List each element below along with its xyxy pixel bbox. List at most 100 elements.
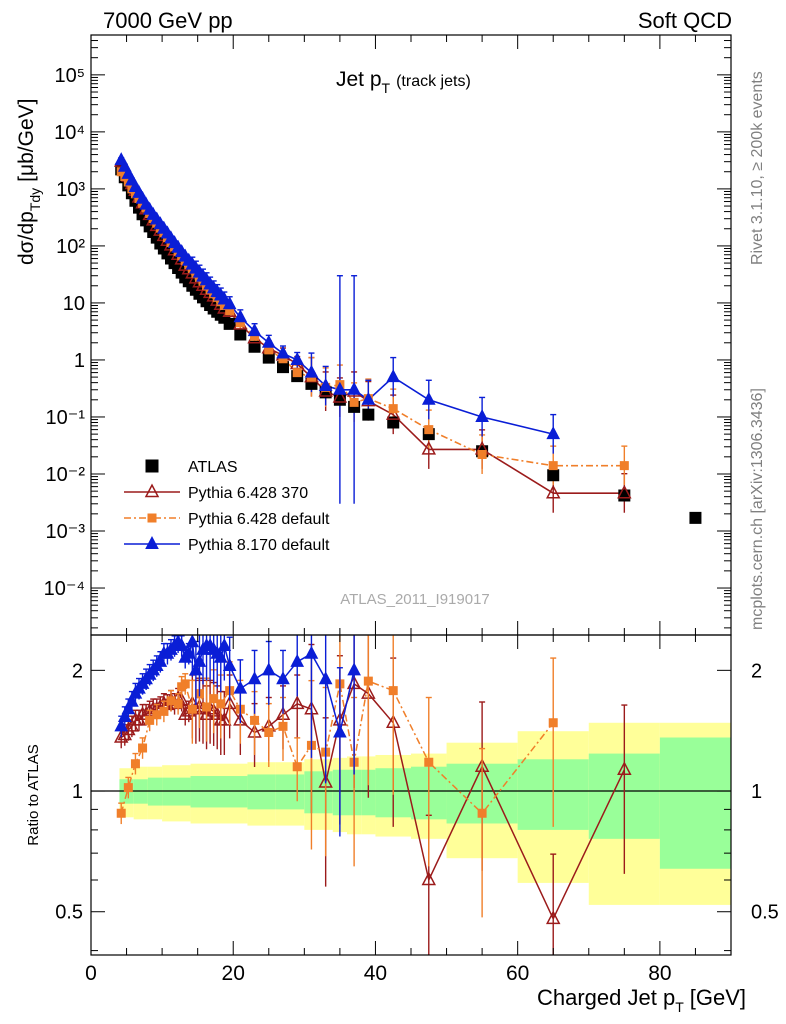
main-ytick-label: 10³ bbox=[56, 179, 85, 201]
main-point bbox=[361, 391, 376, 405]
main-point bbox=[546, 426, 561, 440]
main-ylabel-sub: Tdy bbox=[27, 188, 43, 211]
ratio-point bbox=[113, 728, 129, 743]
uncertainty-band-inner bbox=[304, 771, 333, 814]
ratio-point bbox=[233, 680, 248, 694]
ratio-point bbox=[181, 645, 196, 659]
main-ytick-label: 1 bbox=[74, 350, 85, 372]
main-point bbox=[261, 334, 276, 348]
xtick-label: 0 bbox=[85, 962, 97, 985]
ratio-point bbox=[247, 671, 262, 685]
ratio-point bbox=[363, 676, 373, 686]
main-point bbox=[618, 489, 631, 502]
main-point bbox=[248, 340, 261, 353]
ratio-point bbox=[180, 679, 190, 689]
main-point bbox=[223, 317, 236, 330]
main-ylabel-unit: [μb/GeV] bbox=[15, 99, 38, 182]
xtick-label: 60 bbox=[506, 962, 529, 985]
main-ytick-label: 10⁴ bbox=[54, 122, 85, 144]
main-ytick-label: 10⁻³ bbox=[46, 521, 86, 543]
ratio-point bbox=[116, 808, 126, 818]
main-point bbox=[421, 440, 437, 455]
xlabel-sub: T bbox=[675, 999, 684, 1015]
ratio-point bbox=[217, 638, 232, 652]
ratio-point bbox=[318, 671, 333, 685]
legend-label: Pythia 6.428 default bbox=[188, 511, 330, 528]
main-point bbox=[318, 377, 333, 391]
main-point bbox=[547, 469, 560, 482]
uncertainty-band-inner bbox=[190, 776, 219, 808]
ratio-point bbox=[145, 715, 155, 725]
ratio-point bbox=[388, 686, 398, 696]
ratio-point bbox=[304, 645, 319, 659]
ratio-point bbox=[477, 808, 487, 818]
xtick-label: 80 bbox=[648, 962, 671, 985]
legend-marker bbox=[144, 483, 160, 498]
ratio-panel: 0.5 0.51 12 20 20 40 60 80 Ratio to ATLAS Charg… bbox=[25, 634, 779, 1015]
plot-title-extra: (track jets) bbox=[396, 73, 471, 90]
xlabel: Charged Jet pT [GeV] bbox=[537, 985, 746, 1015]
ratio-ytick-label-right: 1 bbox=[751, 781, 762, 803]
ratio-point bbox=[292, 762, 302, 772]
main-ytick-label: 10⁻¹ bbox=[46, 407, 86, 429]
uncertainty-band-inner bbox=[247, 774, 276, 810]
uncertainty-band-inner bbox=[275, 774, 305, 810]
legend-marker bbox=[145, 459, 159, 473]
ratio-ytick-label-left: 2 bbox=[72, 660, 83, 682]
main-ylabel: dσ/dpTdy [μb/GeV] bbox=[15, 99, 43, 266]
main-panel: 10⁻⁴ 10⁻³ 10⁻² 10⁻¹ 1 10 10² 10³ 10⁴ 10⁵ ATLAS_20… bbox=[15, 34, 732, 636]
main-point bbox=[290, 351, 305, 365]
ratio-ylabel: Ratio to ATLAS bbox=[25, 744, 42, 845]
ratio-point bbox=[202, 702, 212, 712]
main-point bbox=[424, 425, 434, 435]
ratio-point bbox=[213, 649, 228, 663]
main-point bbox=[304, 364, 319, 378]
ratio-point bbox=[153, 653, 168, 667]
ratio-point bbox=[189, 662, 203, 676]
main-point bbox=[617, 484, 632, 499]
ratio-point bbox=[276, 671, 290, 685]
main-point bbox=[347, 381, 361, 395]
plot-title: Jet pT (track jets) bbox=[336, 68, 471, 96]
legend-marker bbox=[147, 513, 157, 523]
main-point bbox=[421, 391, 436, 405]
legend: ATLAS Pythia 6.428 370 Pythia 6.428 defaul… bbox=[124, 459, 330, 554]
main-ytick-label: 10⁵ bbox=[54, 65, 85, 87]
xlabel-unit: [GeV] bbox=[690, 985, 746, 1010]
ratio-point bbox=[250, 715, 260, 725]
ratio-point bbox=[333, 724, 347, 738]
ratio-point bbox=[192, 653, 207, 667]
main-point bbox=[362, 408, 375, 421]
ratio-point bbox=[617, 761, 632, 776]
legend-label: Pythia 8.170 default bbox=[188, 537, 330, 554]
main-ytick-label: 10⁻⁴ bbox=[44, 578, 85, 600]
legend-label: ATLAS bbox=[188, 459, 238, 476]
main-point bbox=[234, 328, 247, 341]
ratio-point bbox=[278, 721, 288, 731]
ratio-point bbox=[289, 695, 305, 710]
ratio-point bbox=[261, 662, 276, 676]
watermark: ATLAS_2011_I919017 bbox=[340, 591, 490, 608]
ratio-point bbox=[114, 718, 129, 732]
main-point bbox=[386, 369, 401, 383]
ratio-point bbox=[159, 706, 169, 716]
ratio-point bbox=[290, 653, 305, 667]
main-ytick-label: 10 bbox=[63, 293, 85, 315]
main-point bbox=[332, 388, 348, 403]
rivet-label: Rivet 3.1.10, ≥ 200k events bbox=[749, 71, 766, 265]
ratio-point bbox=[545, 910, 561, 925]
ratio-point bbox=[121, 701, 136, 715]
main-point bbox=[292, 368, 302, 378]
ratio-point bbox=[216, 699, 226, 709]
main-point bbox=[333, 393, 346, 406]
main-point bbox=[247, 323, 262, 337]
ratio-point bbox=[424, 757, 434, 767]
main-ytick-label: 10² bbox=[56, 236, 85, 258]
xtick-label: 20 bbox=[222, 962, 245, 985]
main-point bbox=[475, 408, 489, 422]
xlabel-main: Charged Jet p bbox=[537, 985, 675, 1010]
ratio-point bbox=[138, 743, 148, 753]
ratio-ytick-label-left: 1 bbox=[72, 781, 83, 803]
ratio-ytick-label-right: 2 bbox=[751, 660, 762, 682]
